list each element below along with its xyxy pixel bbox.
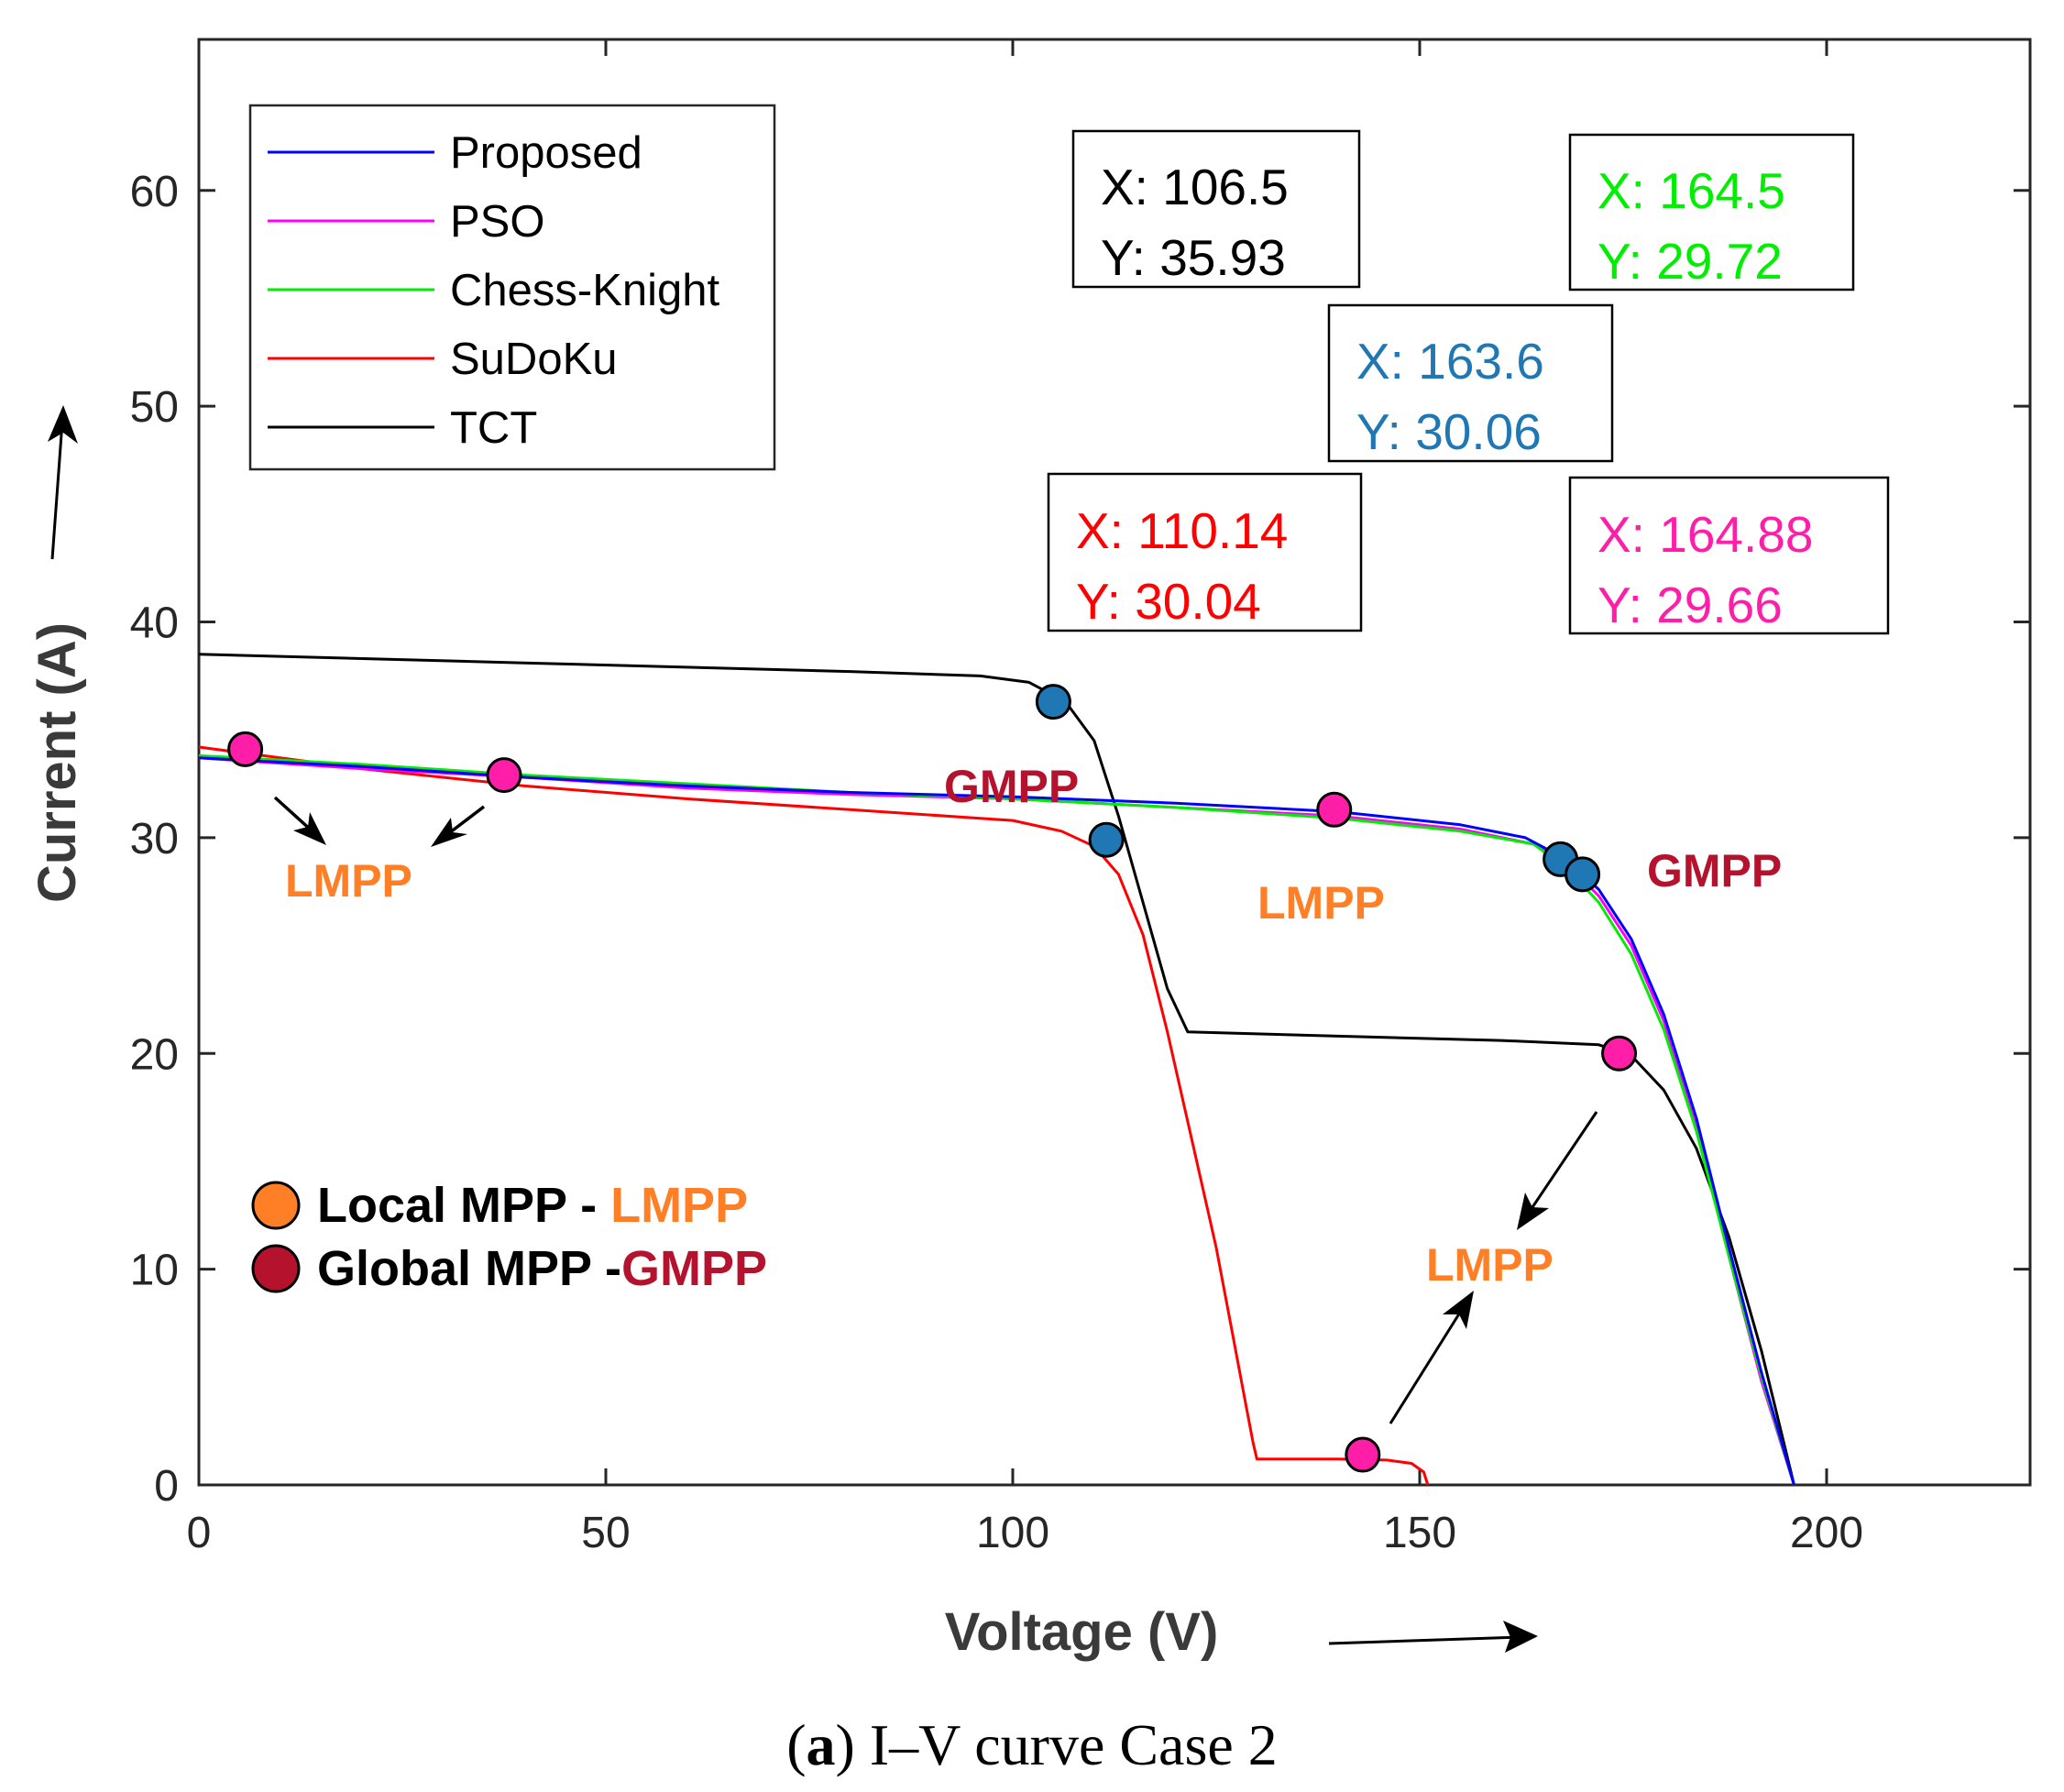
y-tick-label: 10: [130, 1247, 179, 1295]
mpp-markers: [227, 684, 1638, 1473]
series-line-tct: [198, 653, 1795, 1486]
datatip-proposed: X: 163.6 Y: 30.06: [1327, 303, 1614, 463]
arrow-lmpp-left-2: [431, 805, 486, 847]
datatip-tct: X: 106.5 Y: 35.93: [1071, 129, 1361, 289]
datatip-chess-knight: X: 164.5 Y: 29.72: [1568, 133, 1855, 291]
arrow-lmpp-right-down: [1517, 1111, 1598, 1230]
axis-ticks: 0 50 100 150 200 0 10 20 30 40 50 60: [130, 39, 2030, 1557]
datatip-sudoku: X: 110.14 Y: 30.04: [1047, 472, 1363, 632]
key-local-marker: [251, 1181, 301, 1230]
y-tick-label: 50: [130, 383, 179, 432]
x-tick-label: 150: [1383, 1509, 1456, 1557]
y-axis-arrow: [48, 405, 78, 560]
key-global-abbr: GMPP: [621, 1241, 767, 1296]
y-tick-label: 20: [130, 1030, 179, 1079]
svg-text:Y: 30.04: Y: 30.04: [1076, 573, 1261, 630]
mpp-marker: [486, 757, 522, 794]
series-line-chess-knight: [198, 753, 1795, 1486]
svg-text:X: 164.88: X: 164.88: [1597, 506, 1813, 563]
mpp-marker: [1601, 1035, 1638, 1072]
legend-label-tct: TCT: [450, 403, 537, 453]
annotation-gmpp-main: GMPP: [1647, 845, 1782, 896]
x-tick-label: 50: [581, 1509, 630, 1557]
key-local-text: Local MPP - LMPP: [317, 1178, 748, 1233]
x-axis-arrow: [1328, 1621, 1538, 1653]
legend-label-chess-knight: Chess-Knight: [450, 266, 720, 315]
annotation-lmpp-right: LMPP: [1426, 1239, 1553, 1291]
key-global-text: Global MPP -GMPP: [317, 1241, 767, 1296]
legend: Proposed PSO Chess-Knight SuDoKu TCT: [248, 104, 776, 471]
annotation-gmpp-tct: GMPP: [944, 761, 1079, 812]
key-global-marker: [251, 1244, 301, 1293]
mpp-marker: [1088, 821, 1125, 858]
legend-box: [248, 104, 776, 471]
x-axis-title: Voltage (V): [945, 1602, 1219, 1662]
key-local-abbr: LMPP: [610, 1178, 748, 1233]
svg-text:Y: 29.72: Y: 29.72: [1597, 233, 1783, 290]
svg-text:Y: 29.66: Y: 29.66: [1597, 577, 1783, 633]
mpp-marker: [1035, 684, 1071, 720]
y-axis-title: Current (A): [27, 622, 87, 903]
legend-label-sudoku: SuDoKu: [450, 335, 618, 384]
mpp-marker: [1564, 856, 1601, 893]
svg-text:X: 110.14: X: 110.14: [1076, 502, 1288, 559]
svg-text:Y: 30.06: Y: 30.06: [1356, 403, 1542, 460]
annotation-lmpp-left: LMPP: [285, 855, 412, 907]
x-tick-label: 100: [976, 1509, 1049, 1557]
y-tick-label: 30: [130, 815, 179, 863]
mpp-marker: [1345, 1436, 1381, 1473]
y-tick-label: 60: [130, 168, 179, 216]
arrow-lmpp-right-up: [1389, 1291, 1474, 1424]
arrow-lmpp-left-1: [273, 796, 326, 845]
y-tick-label: 0: [154, 1462, 179, 1511]
svg-text:X: 163.6: X: 163.6: [1356, 333, 1544, 390]
x-tick-label: 0: [187, 1509, 212, 1557]
annotation-lmpp-middle: LMPP: [1257, 877, 1385, 929]
mpp-marker: [227, 731, 264, 767]
svg-text:X: 164.5: X: 164.5: [1597, 162, 1785, 219]
svg-text:X: 106.5: X: 106.5: [1101, 159, 1289, 215]
legend-label-pso: PSO: [450, 197, 544, 247]
svg-text:Y: 35.93: Y: 35.93: [1101, 229, 1286, 286]
marker-key: Local MPP - LMPP Global MPP -GMPP: [251, 1178, 767, 1296]
datatip-pso: X: 164.88 Y: 29.66: [1568, 476, 1890, 635]
series-line-proposed: [198, 756, 1795, 1486]
x-tick-label: 200: [1790, 1509, 1863, 1557]
legend-label-proposed: Proposed: [450, 128, 642, 178]
figure-caption: (a) I–V curve Case 2: [786, 1712, 1278, 1777]
mpp-marker: [1316, 791, 1353, 828]
y-tick-label: 40: [130, 599, 179, 648]
